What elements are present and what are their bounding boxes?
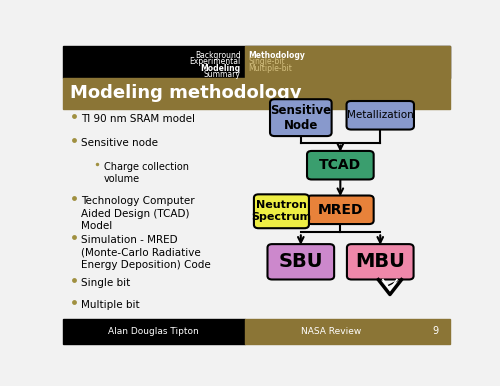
Text: Sensitive
Node: Sensitive Node: [270, 104, 332, 132]
Text: Experimental: Experimental: [190, 57, 241, 66]
Bar: [62, 78, 450, 109]
Text: 9: 9: [432, 326, 438, 336]
Text: Multiple-bit: Multiple-bit: [248, 64, 292, 73]
Text: Summary: Summary: [204, 70, 241, 80]
Text: Technology Computer
Aided Design (TCAD)
Model: Technology Computer Aided Design (TCAD) …: [80, 196, 194, 231]
FancyBboxPatch shape: [270, 99, 332, 136]
Bar: [62, 46, 450, 78]
Text: MRED: MRED: [318, 203, 363, 217]
Text: NASA Review: NASA Review: [301, 327, 361, 336]
Text: Simulation - MRED
(Monte-Carlo Radiative
Energy Deposition) Code: Simulation - MRED (Monte-Carlo Radiative…: [80, 235, 210, 269]
Text: TCAD: TCAD: [320, 158, 362, 172]
Text: Background: Background: [195, 51, 241, 60]
Text: Alan Douglas Tipton: Alan Douglas Tipton: [108, 327, 199, 336]
Text: Neutron
Spectrum: Neutron Spectrum: [252, 200, 312, 222]
Bar: [62, 319, 244, 344]
FancyBboxPatch shape: [307, 196, 374, 224]
Bar: [244, 46, 450, 78]
Text: Modeling: Modeling: [200, 64, 241, 73]
Text: TI 90 nm SRAM model: TI 90 nm SRAM model: [80, 114, 194, 124]
Text: Single bit: Single bit: [80, 278, 130, 288]
Text: SBU: SBU: [278, 252, 323, 271]
FancyBboxPatch shape: [307, 151, 374, 179]
Text: Metallization: Metallization: [347, 110, 414, 120]
Text: Single-bit: Single-bit: [248, 57, 285, 66]
Text: Modeling methodology: Modeling methodology: [70, 84, 302, 102]
Bar: [244, 319, 450, 344]
FancyBboxPatch shape: [254, 194, 309, 228]
FancyBboxPatch shape: [347, 244, 414, 279]
FancyBboxPatch shape: [268, 244, 334, 279]
Text: Multiple bit: Multiple bit: [80, 300, 140, 310]
Text: Sensitive node: Sensitive node: [80, 138, 158, 148]
Text: MBU: MBU: [356, 252, 405, 271]
FancyBboxPatch shape: [346, 101, 414, 130]
Text: Methodology: Methodology: [248, 51, 306, 60]
Text: Charge collection
volume: Charge collection volume: [104, 162, 189, 185]
